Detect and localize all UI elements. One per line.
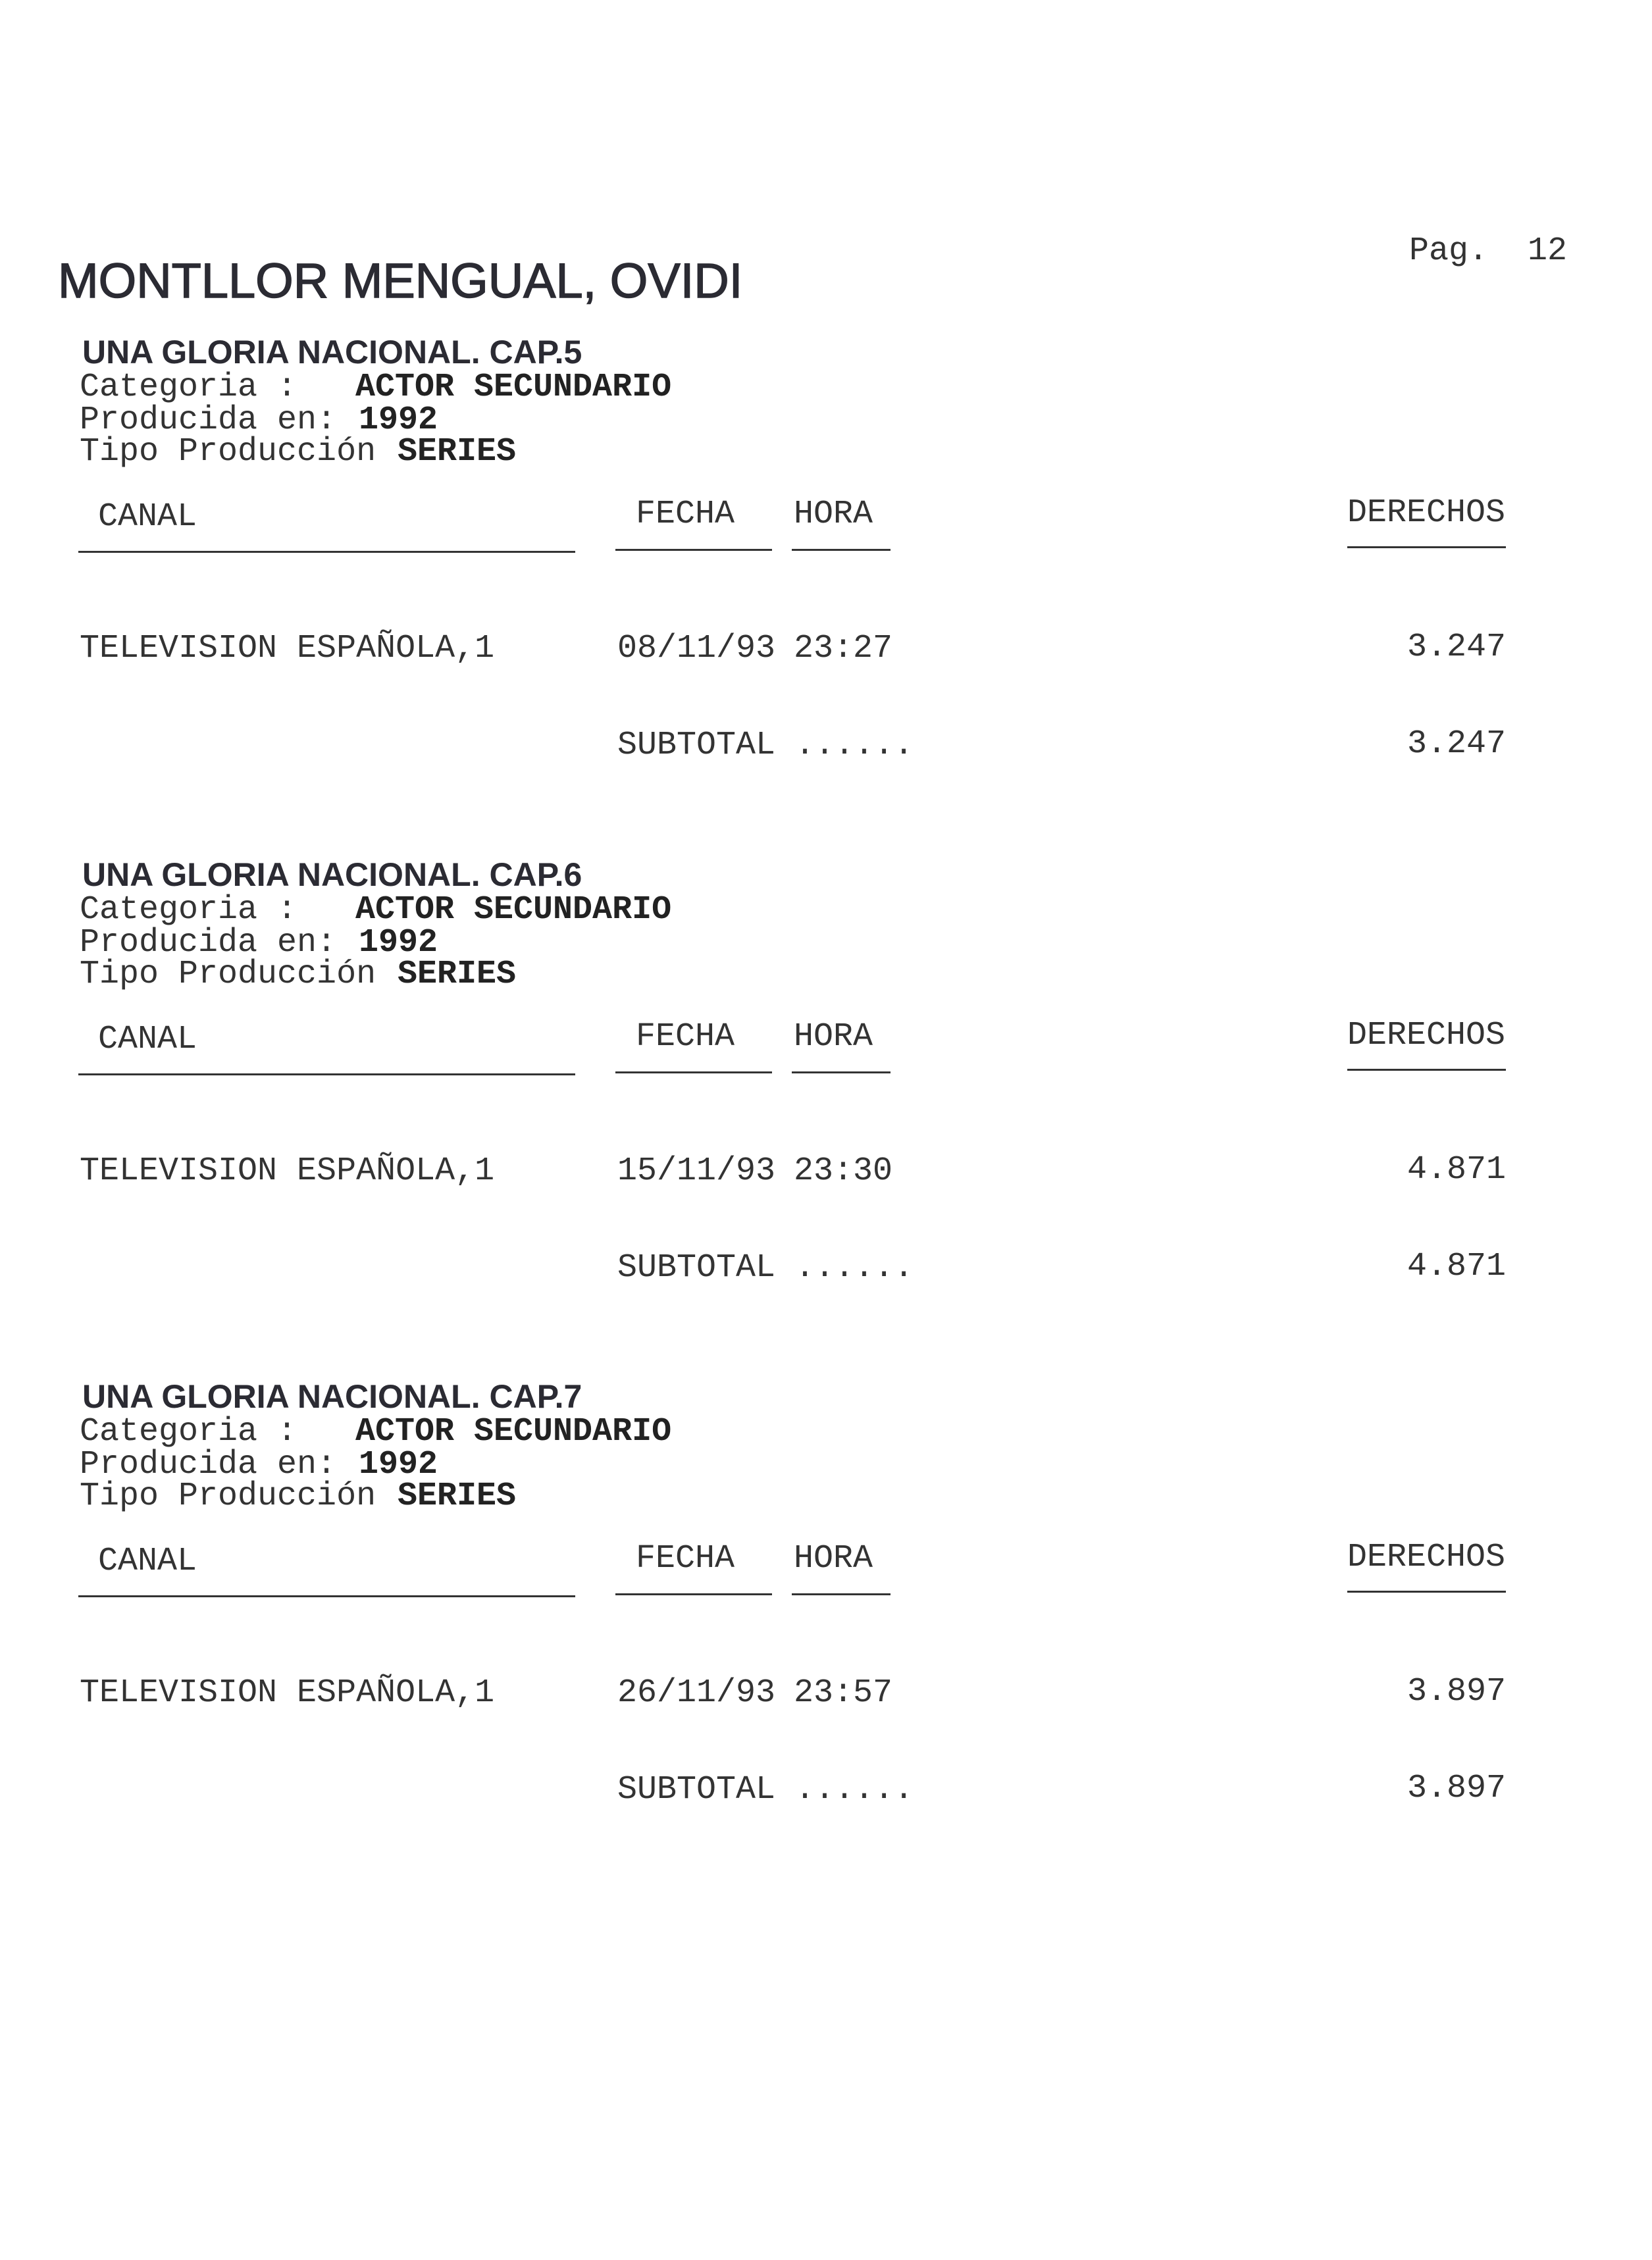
row-derechos: 3.247 — [1407, 629, 1506, 666]
header-underline — [1347, 546, 1506, 548]
header-hora: HORA — [794, 1540, 873, 1578]
header-underline — [792, 549, 891, 551]
subtotal-value: 4.871 — [1407, 1248, 1506, 1285]
header-canal: CANAL — [98, 1021, 197, 1058]
header-fecha: FECHA — [636, 496, 735, 533]
row-derechos: 3.897 — [1407, 1673, 1506, 1710]
subtotal-value: 3.897 — [1407, 1770, 1506, 1807]
categoria-value: ACTOR SECUNDARIO — [355, 1413, 672, 1451]
subtotal-label: SUBTOTAL ...... — [617, 1249, 914, 1287]
header-hora: HORA — [794, 496, 873, 533]
section-title: UNA GLORIA NACIONAL. CAP.6 — [82, 856, 582, 893]
header-fecha: FECHA — [636, 1018, 735, 1056]
categoria-value: ACTOR SECUNDARIO — [355, 891, 672, 929]
header-derechos: DERECHOS — [1347, 494, 1506, 532]
row-canal: TELEVISION ESPAÑOLA,1 — [80, 1152, 495, 1190]
header-underline — [78, 1595, 575, 1597]
page-label: Pag. — [1409, 232, 1489, 270]
header-underline — [78, 551, 575, 553]
subtotal-label: SUBTOTAL ...... — [617, 727, 914, 764]
section-title: UNA GLORIA NACIONAL. CAP.5 — [82, 334, 582, 371]
tipo-label: Tipo Producción — [80, 956, 376, 993]
header-hora: HORA — [794, 1018, 873, 1056]
producida-label: Producida en: — [80, 401, 337, 439]
tipo-label: Tipo Producción — [80, 1477, 376, 1515]
tipo-value: SERIES — [398, 433, 517, 471]
subtotal-label: SUBTOTAL ...... — [617, 1771, 914, 1809]
row-fecha: 26/11/93 — [617, 1674, 776, 1712]
header-fecha: FECHA — [636, 1540, 735, 1578]
producida-value: 1992 — [359, 924, 438, 962]
categoria-value: ACTOR SECUNDARIO — [355, 369, 672, 406]
row-canal: TELEVISION ESPAÑOLA,1 — [80, 1674, 495, 1712]
section-title: UNA GLORIA NACIONAL. CAP.7 — [82, 1378, 582, 1415]
page-number: 12 — [1528, 232, 1568, 270]
categoria-label: Categoria : — [80, 891, 297, 929]
header-derechos: DERECHOS — [1347, 1539, 1506, 1576]
header-underline — [615, 1593, 772, 1595]
categoria-label: Categoria : — [80, 369, 297, 406]
row-fecha: 08/11/93 — [617, 630, 776, 667]
row-derechos: 4.871 — [1407, 1151, 1506, 1189]
categoria-label: Categoria : — [80, 1413, 297, 1451]
header-underline — [1347, 1591, 1506, 1593]
header-underline — [78, 1073, 575, 1075]
producida-value: 1992 — [359, 1446, 438, 1483]
tipo-value: SERIES — [398, 956, 517, 993]
header-underline — [792, 1593, 891, 1595]
row-hora: 23:57 — [794, 1674, 893, 1712]
person-name: MONTLLOR MENGUAL, OVIDI — [57, 253, 743, 308]
producida-value: 1992 — [359, 401, 438, 439]
header-canal: CANAL — [98, 498, 197, 536]
subtotal-value: 3.247 — [1407, 725, 1506, 763]
header-underline — [792, 1071, 891, 1073]
row-canal: TELEVISION ESPAÑOLA,1 — [80, 630, 495, 667]
header-underline — [615, 1071, 772, 1073]
tipo-value: SERIES — [398, 1477, 517, 1515]
producida-label: Producida en: — [80, 1446, 337, 1483]
row-fecha: 15/11/93 — [617, 1152, 776, 1190]
header-underline — [615, 549, 772, 551]
row-hora: 23:30 — [794, 1152, 893, 1190]
header-canal: CANAL — [98, 1543, 197, 1580]
row-hora: 23:27 — [794, 630, 893, 667]
tipo-label: Tipo Producción — [80, 433, 376, 471]
header-underline — [1347, 1069, 1506, 1071]
producida-label: Producida en: — [80, 924, 337, 962]
header-derechos: DERECHOS — [1347, 1017, 1506, 1054]
